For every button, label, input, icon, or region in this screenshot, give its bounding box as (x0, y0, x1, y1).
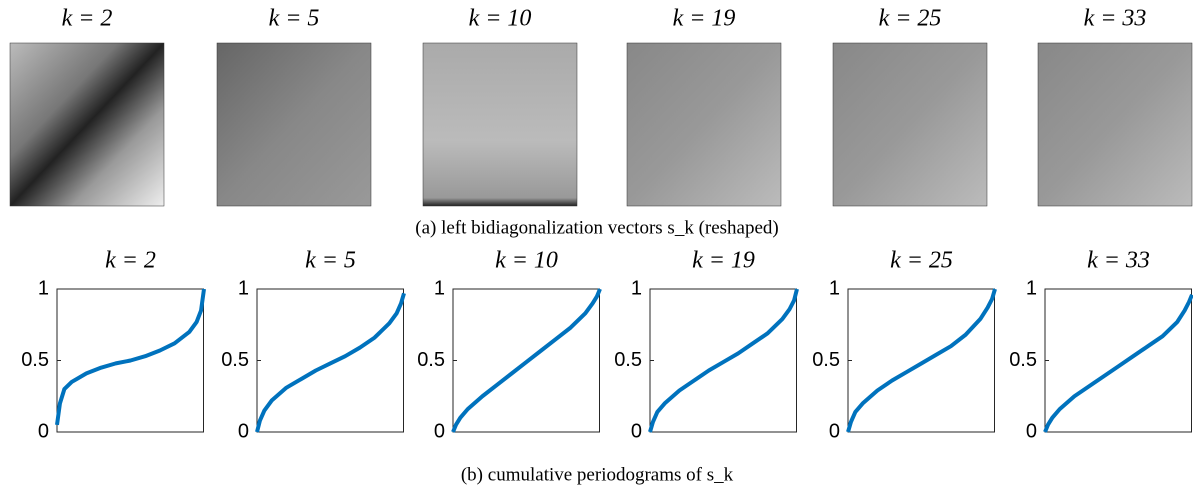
image (1037, 42, 1193, 207)
image-title: k = 33 (1084, 6, 1147, 32)
axes-box (1044, 288, 1192, 433)
curve (255, 292, 406, 433)
chart-title: k = 25 (890, 248, 953, 274)
y-tick-label: 1 (434, 277, 445, 299)
image-title: k = 19 (673, 6, 736, 32)
curve (55, 288, 206, 426)
image (626, 42, 782, 207)
y-tick-label: 0.5 (812, 349, 840, 371)
image-title: k = 10 (469, 6, 532, 32)
image (832, 42, 988, 207)
curve (1043, 293, 1193, 433)
y-tick-label: 0 (1026, 420, 1037, 442)
y-tick-label: 0 (829, 420, 840, 442)
chart-title: k = 19 (692, 248, 755, 274)
y-tick-label: 0.5 (417, 349, 445, 371)
y-tick-label: 1 (829, 277, 840, 299)
y-tick-label: 1 (1026, 277, 1037, 299)
axes-box (256, 288, 404, 433)
curve (846, 288, 997, 433)
y-tick-label: 0 (38, 420, 49, 442)
caption: (a) left bidiagonalization vectors s_k (… (415, 217, 779, 238)
image (422, 42, 578, 207)
chart-title: k = 33 (1087, 248, 1150, 274)
chart-title: k = 2 (105, 248, 156, 274)
y-tick-label: 1 (238, 277, 249, 299)
axes-box (847, 288, 995, 433)
y-tick-label: 0.5 (1009, 349, 1037, 371)
chart-title: k = 10 (495, 248, 558, 274)
y-tick-label: 0 (238, 420, 249, 442)
y-tick-label: 0 (434, 420, 445, 442)
image-title: k = 5 (269, 6, 320, 32)
y-tick-label: 0 (631, 420, 642, 442)
image-title: k = 25 (879, 6, 942, 32)
chart-title: k = 5 (305, 248, 356, 274)
y-tick-label: 0.5 (21, 349, 49, 371)
y-tick-label: 0.5 (614, 349, 642, 371)
y-tick-label: 1 (631, 277, 642, 299)
y-tick-label: 0.5 (221, 349, 249, 371)
caption: (b) cumulative periodograms of s_k (461, 464, 734, 485)
image-title: k = 2 (62, 6, 113, 32)
y-tick-label: 1 (38, 277, 49, 299)
image (9, 42, 165, 207)
curve (451, 288, 602, 433)
image (216, 42, 372, 207)
curve (648, 288, 799, 433)
